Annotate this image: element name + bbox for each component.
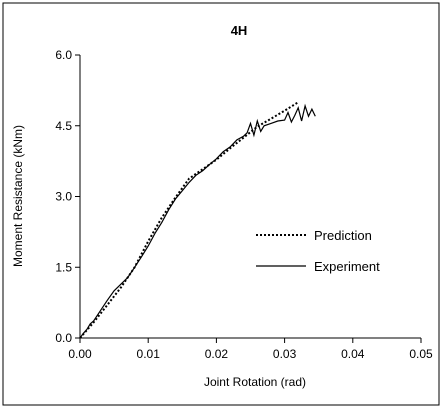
- series-line-experiment: [79, 103, 316, 339]
- x-tick-label: 0.05: [409, 347, 433, 361]
- x-tick-label: 0.03: [273, 347, 297, 361]
- y-axis-label: Moment Resistance (kNm): [11, 125, 25, 267]
- legend-label-prediction: Prediction: [314, 228, 372, 243]
- x-tick-label: 0.00: [68, 347, 92, 361]
- chart-title: 4H: [231, 23, 248, 38]
- x-tick-label: 0.04: [341, 347, 365, 361]
- series-line-prediction: [79, 101, 299, 339]
- y-tick-label: 1.5: [55, 260, 72, 274]
- y-tick-label: 4.5: [55, 119, 72, 133]
- x-tick-label: 0.02: [205, 347, 229, 361]
- legend-label-experiment: Experiment: [314, 259, 380, 274]
- legend: Prediction Experiment: [256, 228, 380, 274]
- series-layer: [79, 101, 316, 339]
- y-tick-label: 3.0: [55, 190, 72, 204]
- y-tick-label: 6.0: [55, 48, 72, 62]
- y-tick-label: 0.0: [55, 331, 72, 345]
- x-axis-label: Joint Rotation (rad): [204, 375, 306, 389]
- x-tick-label: 0.01: [137, 347, 161, 361]
- axes: 0.00 0.01 0.02 0.03 0.04 0.05 0.0 1.5 3.0 4.5 6.0: [55, 48, 433, 361]
